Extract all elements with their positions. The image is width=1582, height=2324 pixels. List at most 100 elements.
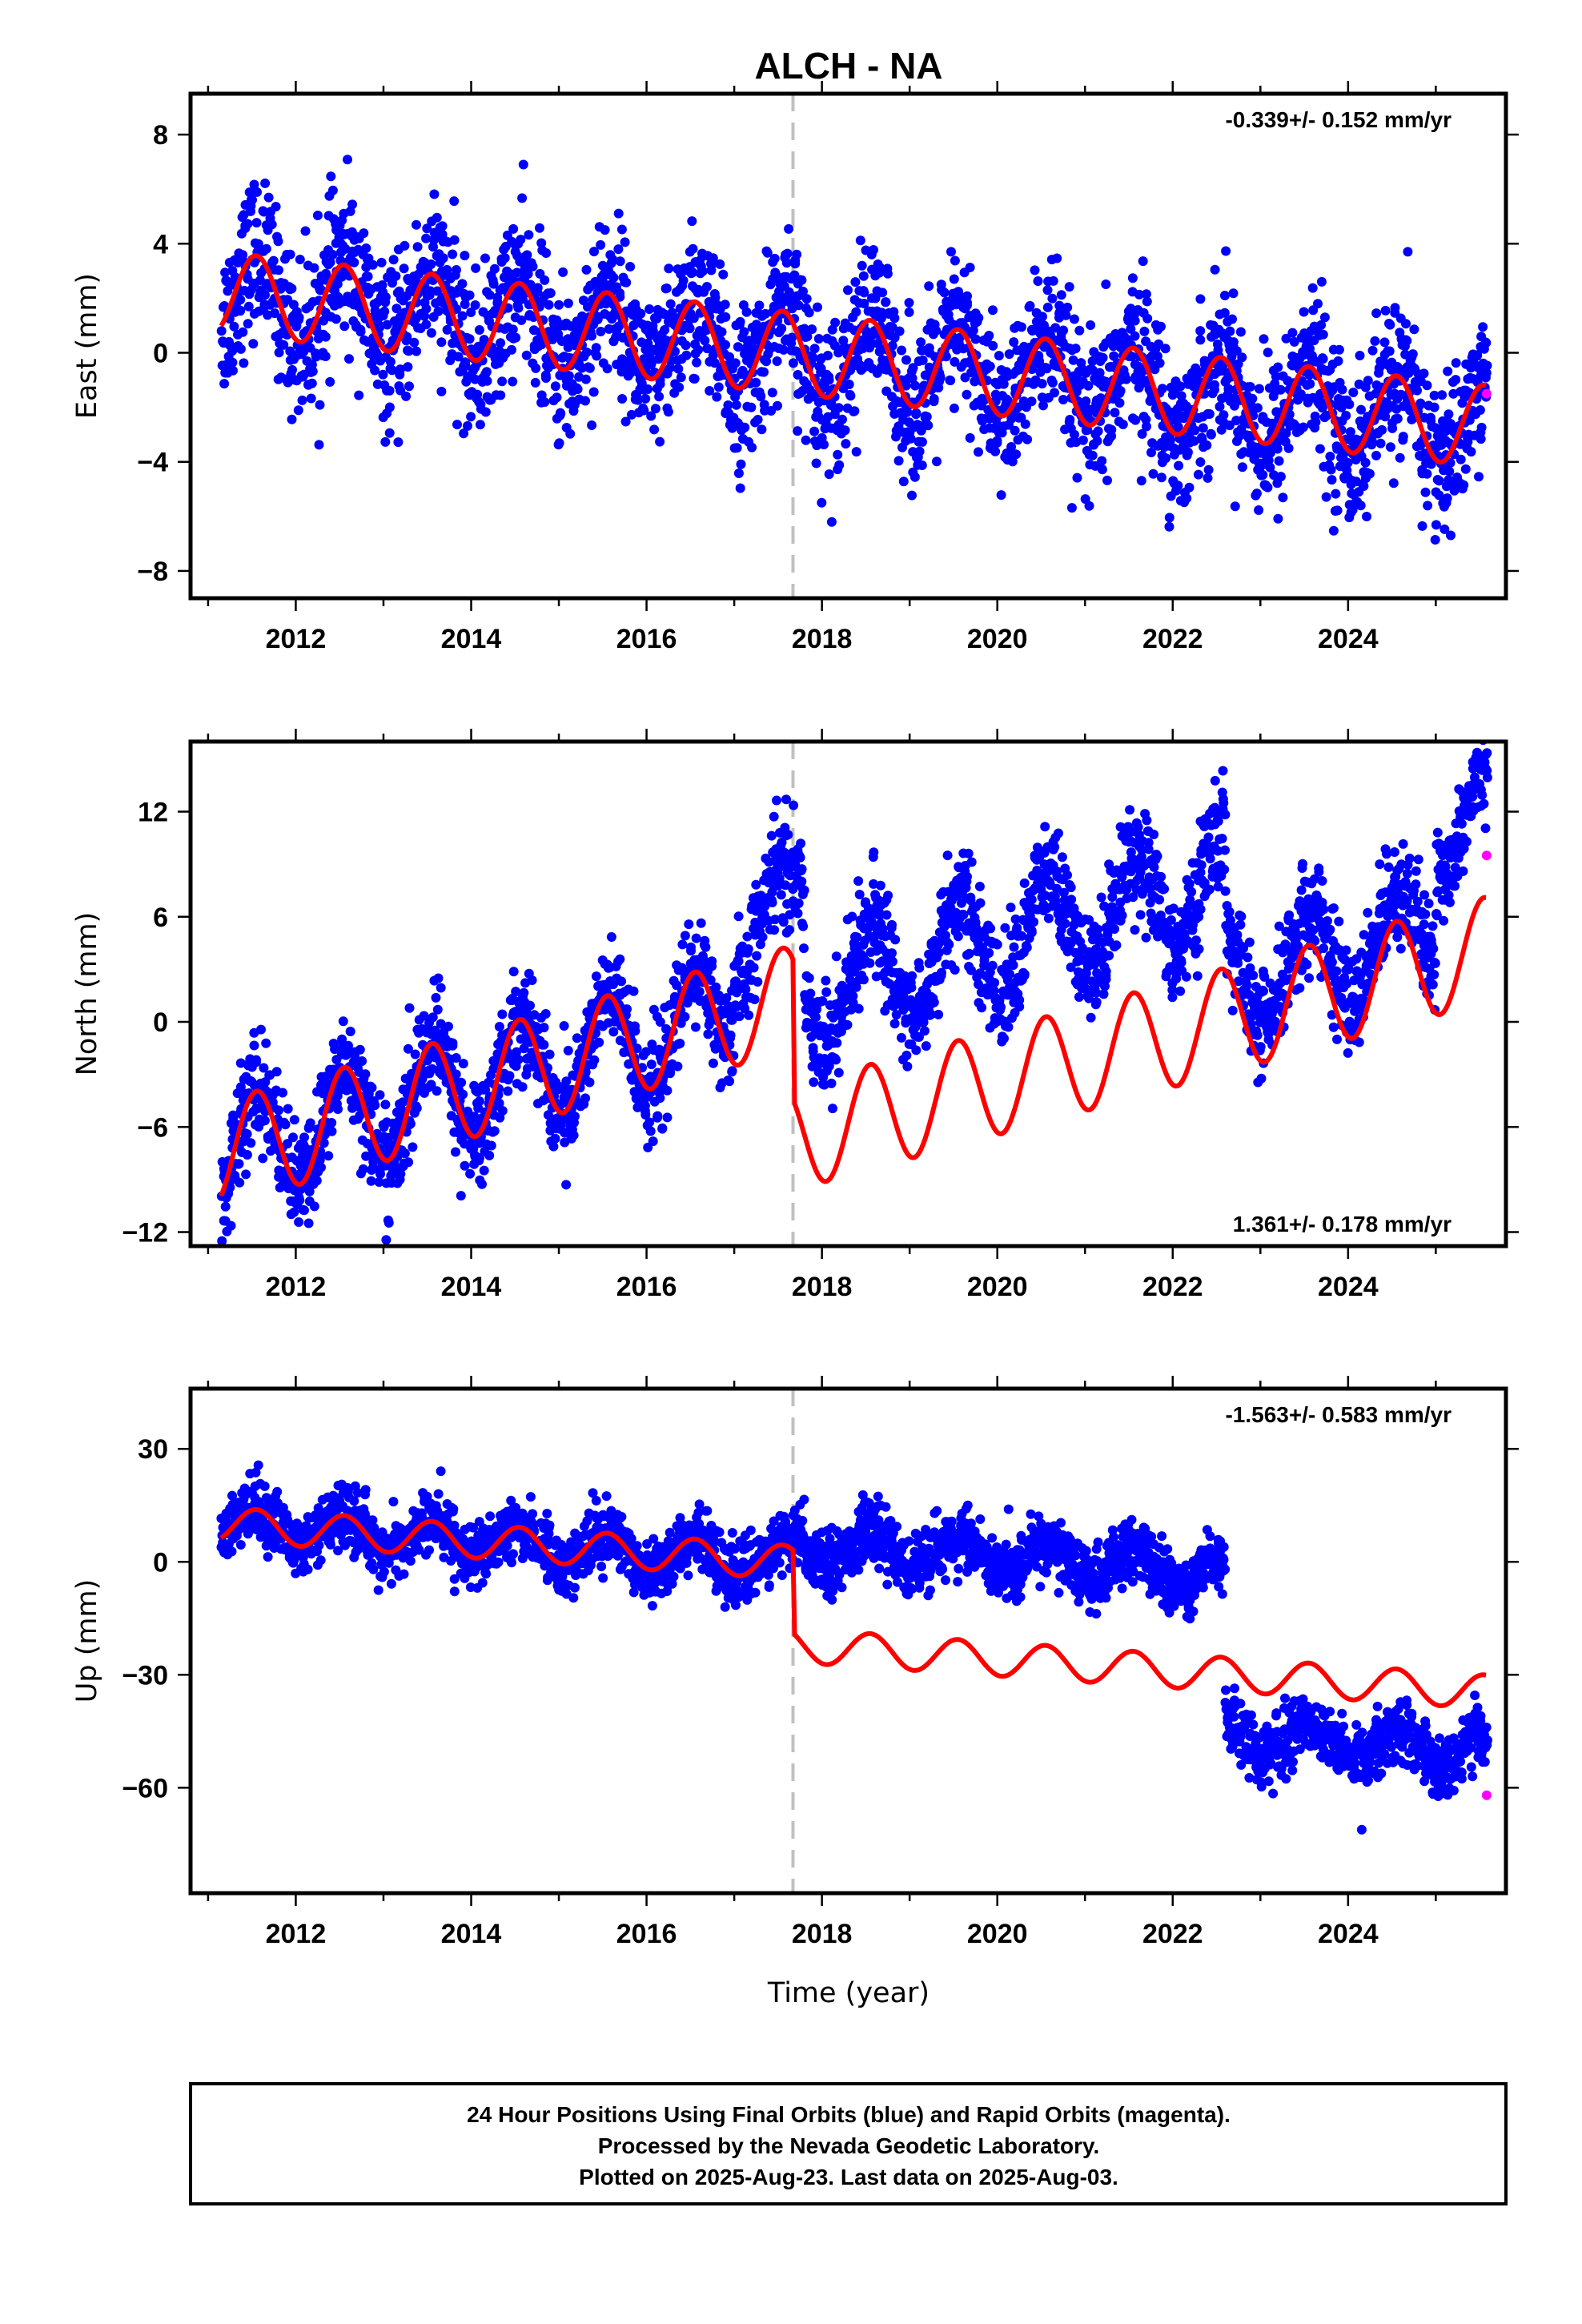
data-point (1439, 524, 1450, 534)
data-point (615, 288, 625, 298)
data-point (1259, 334, 1269, 344)
data-point (773, 400, 782, 411)
data-point (1263, 455, 1274, 465)
data-point (640, 1100, 650, 1111)
data-point (655, 379, 665, 389)
data-point (1061, 310, 1071, 320)
data-point (1422, 468, 1432, 479)
data-point (271, 1067, 282, 1077)
data-point (889, 313, 900, 324)
data-point (797, 275, 807, 285)
data-point (977, 1003, 987, 1013)
data-point (580, 1093, 591, 1104)
data-point (1004, 349, 1014, 360)
y-tick-label: 8 (153, 120, 168, 151)
data-point (426, 1080, 436, 1090)
data-point (332, 279, 343, 289)
data-point (691, 933, 701, 943)
data-point (962, 291, 972, 301)
data-point (705, 386, 715, 396)
data-point (1422, 380, 1432, 391)
data-point (1086, 320, 1096, 330)
data-point (1247, 393, 1258, 404)
data-point (1419, 368, 1429, 379)
data-point (778, 917, 789, 927)
data-point (949, 403, 959, 413)
data-point (312, 211, 323, 220)
data-point (571, 322, 581, 332)
data-point (941, 352, 951, 362)
data-point (403, 1043, 413, 1054)
data-point (535, 223, 544, 233)
data-point (1444, 466, 1455, 476)
data-point (572, 384, 583, 394)
data-point (1102, 475, 1112, 485)
data-point (646, 1059, 656, 1070)
data-point (1009, 337, 1019, 348)
data-point (678, 275, 689, 286)
data-point (1017, 322, 1026, 332)
data-point (923, 420, 934, 431)
data-point (930, 320, 940, 330)
chart-title: ALCH - NA (754, 45, 942, 86)
data-point (565, 428, 576, 439)
data-point (325, 257, 335, 267)
data-point (1355, 351, 1365, 360)
data-point (442, 324, 452, 335)
data-point (709, 358, 720, 368)
data-point (436, 386, 447, 396)
data-point (513, 1055, 524, 1065)
data-point (238, 327, 248, 337)
data-point (620, 237, 630, 247)
data-point (508, 967, 519, 977)
data-point (1401, 319, 1411, 329)
data-point (357, 1056, 367, 1066)
data-point (475, 420, 485, 430)
data-point (877, 923, 888, 934)
data-point (242, 1129, 252, 1139)
data-point (655, 436, 665, 447)
data-point (261, 243, 271, 254)
data-point (1231, 346, 1242, 356)
data-point (1069, 314, 1079, 324)
data-point (757, 932, 768, 943)
data-point (793, 908, 803, 919)
data-point (1042, 302, 1053, 312)
data-point (1164, 521, 1174, 532)
data-point (1157, 384, 1167, 394)
data-point (782, 248, 793, 259)
data-point (426, 259, 436, 269)
final-orbit-points (216, 155, 1492, 545)
data-point (754, 300, 765, 311)
data-point (792, 249, 802, 259)
data-point (1024, 302, 1034, 312)
data-point (1228, 337, 1239, 348)
data-point (512, 1047, 522, 1057)
data-point (1341, 410, 1351, 420)
data-point (1050, 388, 1059, 398)
data-point (412, 346, 422, 356)
data-point (921, 1041, 931, 1051)
data-point (1325, 452, 1335, 461)
data-point (917, 355, 928, 365)
data-point (295, 1195, 305, 1205)
data-point (228, 1110, 239, 1120)
data-point (1142, 296, 1152, 307)
data-point (1407, 349, 1418, 360)
data-point (1380, 305, 1391, 316)
data-point (289, 1207, 299, 1217)
data-point (622, 1004, 632, 1015)
data-point (470, 374, 480, 384)
data-point (795, 852, 805, 862)
data-point (806, 351, 817, 361)
data-point (1204, 409, 1215, 419)
data-point (563, 1045, 573, 1055)
data-point (1026, 895, 1037, 905)
data-point (1127, 273, 1138, 283)
data-point (1190, 425, 1200, 436)
data-point (589, 1055, 600, 1065)
data-point (770, 915, 781, 925)
data-point (217, 1236, 227, 1246)
data-point (331, 314, 341, 324)
data-point (630, 1021, 640, 1031)
